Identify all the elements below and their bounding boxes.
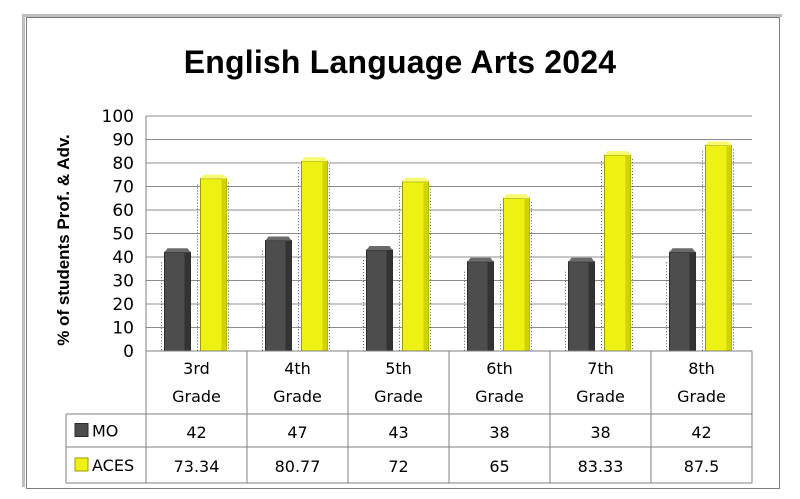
frame-shadow-top	[22, 14, 782, 17]
bar-mo-top	[568, 257, 595, 262]
y-tick-label: 20	[112, 295, 134, 315]
table-cell-mo: 47	[287, 423, 307, 442]
x-tick-label: Grade	[475, 387, 524, 406]
table-cell-aces: 72	[388, 457, 408, 476]
x-tick-label: 8th	[688, 359, 715, 378]
x-tick-label: 6th	[486, 359, 513, 378]
table-cell-aces: 73.34	[174, 457, 220, 476]
x-tick-label: Grade	[172, 387, 221, 406]
bar-mo-shade	[386, 249, 393, 351]
y-tick-label: 30	[112, 272, 134, 292]
table-cell-aces: 80.77	[275, 457, 321, 476]
bar-mo-shade	[285, 240, 292, 351]
bar-aces-top	[503, 194, 530, 199]
legend-key-aces	[74, 457, 89, 472]
bar-mo-shade	[588, 261, 595, 351]
x-tick-label: 4th	[284, 359, 311, 378]
bar-mo-shade	[487, 261, 494, 351]
bar-mo-shade	[184, 252, 191, 351]
bar-aces-top	[402, 177, 429, 182]
bar-aces-shade	[726, 145, 732, 351]
bar-aces-shade	[625, 155, 631, 351]
table-cell-mo: 43	[388, 423, 408, 442]
y-tick-label: 10	[112, 319, 134, 339]
y-tick-label: 70	[112, 178, 134, 198]
table-cell-mo: 42	[186, 423, 206, 442]
bar-mo-shade	[689, 252, 696, 351]
table-cell-mo: 38	[590, 423, 610, 442]
bar-mo-top	[265, 236, 292, 241]
y-tick-label: 80	[112, 154, 134, 174]
table-cell-mo: 42	[691, 423, 711, 442]
x-tick-label: 7th	[587, 359, 614, 378]
bar-aces-shade	[423, 181, 429, 351]
x-tick-label: Grade	[677, 387, 726, 406]
bar-aces-top	[301, 157, 328, 162]
legend-label-aces: ACES	[92, 456, 134, 475]
x-tick-label: Grade	[273, 387, 322, 406]
y-tick-label: 60	[112, 201, 134, 221]
table-cell-aces: 83.33	[578, 457, 624, 476]
bar-aces-shade	[524, 198, 530, 351]
bar-mo-top	[467, 257, 494, 262]
legend-label-mo: MO	[92, 422, 118, 441]
bar-aces-shade	[221, 178, 227, 351]
y-tick-label: 100	[102, 107, 134, 127]
table-cell-aces: 65	[489, 457, 509, 476]
y-tick-label: 40	[112, 248, 134, 268]
bar-aces-top	[200, 174, 227, 179]
bar-aces-top	[705, 141, 732, 146]
chart-title: English Language Arts 2024	[183, 44, 617, 80]
x-tick-label: Grade	[374, 387, 423, 406]
frame-shadow-left	[22, 17, 25, 487]
bar-aces-shade	[322, 161, 328, 351]
y-tick-label: 50	[112, 225, 134, 245]
x-tick-label: Grade	[576, 387, 625, 406]
legend-key-mo	[74, 423, 89, 437]
x-tick-label: 3rd	[183, 359, 210, 378]
table-cell-aces: 87.5	[684, 457, 720, 476]
bar-mo-top	[366, 245, 393, 250]
table-cell-mo: 38	[489, 423, 509, 442]
x-tick-label: 5th	[385, 359, 412, 378]
y-tick-label: 90	[112, 131, 134, 151]
bar-aces-top	[604, 151, 631, 156]
y-tick-label: 0	[123, 342, 134, 362]
bar-mo-top	[164, 248, 191, 253]
bar-mo-top	[669, 248, 696, 253]
